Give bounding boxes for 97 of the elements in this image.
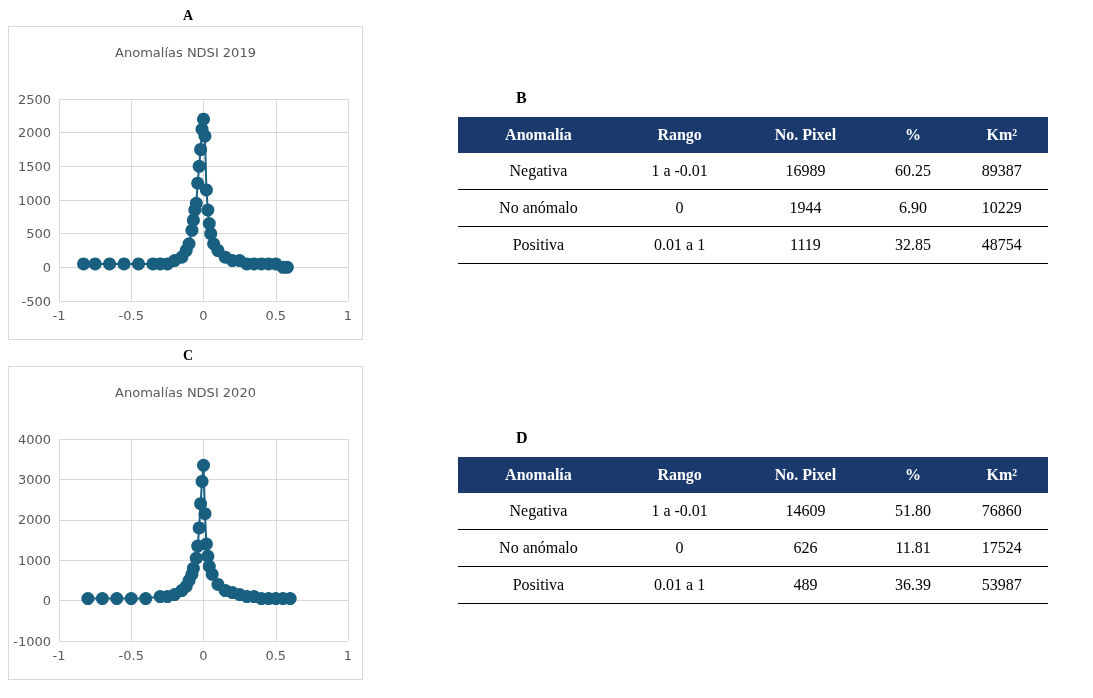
y-tick-label: 2000	[17, 125, 51, 141]
text: 17524	[981, 538, 1022, 556]
category-label: %	[870, 116, 956, 153]
category-label: Km²	[955, 456, 1048, 493]
point	[199, 183, 213, 197]
text: 1 a -0.01	[651, 161, 708, 179]
text: A	[181, 8, 195, 25]
y-tick-label: 3000	[17, 471, 51, 487]
x-tick-label: 0	[199, 308, 208, 323]
text: 1944	[789, 198, 822, 216]
y-tick-label: -500	[21, 293, 51, 309]
point	[198, 507, 212, 521]
text: No anómalo	[499, 198, 578, 216]
text: B	[516, 88, 528, 107]
point	[191, 176, 205, 190]
text: 36.39	[895, 575, 932, 593]
chart-title: Anomalías NDSI 2020	[115, 385, 256, 400]
category-label: Anomalía	[458, 456, 619, 493]
category-label: No. Pixel	[740, 116, 871, 153]
point	[204, 227, 218, 241]
text: D	[516, 428, 529, 447]
text: 626	[793, 538, 818, 556]
text: 10229	[981, 198, 1022, 216]
point	[194, 497, 208, 511]
point	[117, 257, 131, 271]
point	[124, 592, 138, 606]
point	[199, 537, 213, 551]
text: 489	[793, 575, 818, 593]
text: C	[181, 348, 195, 365]
text: 60.25	[895, 161, 932, 179]
text: 1 a -0.01	[651, 501, 708, 519]
text: 0	[675, 198, 684, 216]
point	[88, 257, 102, 271]
chart-title: Anomalías NDSI 2019	[115, 45, 256, 60]
y-tick-label: 1500	[17, 158, 51, 174]
y-tick-label: 2500	[17, 91, 51, 107]
x-tick-label: -0.5	[118, 308, 144, 323]
point	[194, 143, 208, 156]
x-tick-label: 0	[199, 648, 208, 663]
point	[189, 196, 203, 210]
x-tick-label: 1	[343, 308, 353, 323]
text: 6.90	[899, 198, 928, 216]
point	[192, 521, 206, 535]
category-label: Anomalía	[458, 116, 619, 153]
point	[81, 592, 95, 606]
category-label: No. Pixel	[740, 456, 871, 493]
y-tick-label: 500	[26, 226, 51, 242]
point	[110, 592, 124, 606]
text: Positiva	[512, 235, 565, 253]
text: 51.80	[895, 501, 932, 519]
y-tick-label: 0	[42, 593, 51, 609]
x-tick-label: -1	[52, 308, 66, 323]
y-tick-label: 4000	[17, 431, 51, 447]
x-tick-label: -1	[52, 648, 66, 663]
point	[103, 257, 117, 271]
text: 89387	[981, 161, 1022, 179]
point	[197, 458, 210, 472]
text: Negativa	[509, 161, 568, 179]
point	[77, 257, 91, 271]
point	[201, 203, 215, 217]
text: 11.81	[895, 538, 931, 556]
text: 48754	[981, 235, 1022, 253]
point	[198, 129, 212, 143]
point	[139, 592, 153, 606]
text: 76860	[981, 501, 1022, 519]
x-tick-label: 1	[343, 648, 353, 663]
text: 53987	[981, 575, 1022, 593]
text: 0	[675, 538, 684, 556]
point	[95, 592, 109, 606]
y-tick-label: 1000	[17, 192, 51, 208]
point	[205, 567, 219, 581]
text: 32.85	[895, 235, 932, 253]
point	[182, 237, 196, 251]
y-tick-label: 1000	[17, 552, 51, 568]
text: 0.01 a 1	[654, 575, 706, 593]
x-tick-label: 0.5	[265, 308, 287, 323]
category-label: Rango	[618, 456, 741, 493]
text: 14609	[785, 501, 826, 519]
x-tick-label: -0.5	[118, 648, 144, 663]
y-tick-label: 0	[42, 259, 51, 275]
category-label: %	[870, 456, 956, 493]
text: No anómalo	[499, 538, 578, 556]
y-tick-label: -1000	[13, 633, 51, 649]
point	[197, 112, 210, 126]
x-tick-label: 0.5	[265, 648, 287, 663]
y-tick-label: 2000	[17, 512, 51, 528]
text: 1119	[790, 235, 821, 253]
point	[195, 474, 209, 488]
text: 16989	[785, 161, 826, 179]
category-label: Rango	[618, 116, 741, 153]
text: 0.01 a 1	[654, 235, 706, 253]
text: Positiva	[512, 575, 565, 593]
text: Negativa	[509, 501, 568, 519]
point	[192, 159, 206, 173]
category-label: Km²	[955, 116, 1048, 153]
point	[131, 257, 145, 271]
point	[189, 551, 203, 565]
